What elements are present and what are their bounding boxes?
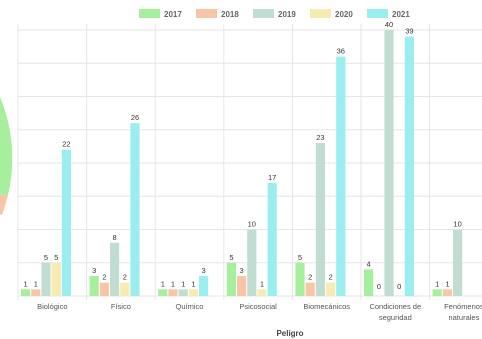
x-tick-label: naturales xyxy=(448,313,479,322)
x-tick-label: Biológico xyxy=(37,302,67,311)
value-label: 2 xyxy=(123,273,127,282)
value-label: 1 xyxy=(34,279,38,288)
legend-swatch-2020[interactable] xyxy=(310,9,331,18)
value-label: 2 xyxy=(308,273,312,282)
x-tick-label: Químico xyxy=(176,302,204,311)
bar-2019 xyxy=(453,229,463,296)
value-label: 3 xyxy=(202,266,206,275)
value-label: 1 xyxy=(171,279,175,288)
value-label: 4 xyxy=(367,259,371,268)
pie-slice-green xyxy=(0,96,13,195)
legend-swatch-2019[interactable] xyxy=(253,9,274,18)
value-label: 1 xyxy=(435,279,439,288)
bar-2021 xyxy=(267,182,277,296)
value-label: 0 xyxy=(377,282,381,291)
value-label: 1 xyxy=(191,279,195,288)
bar-2018 xyxy=(442,289,452,296)
value-label: 1 xyxy=(445,279,449,288)
value-label: 36 xyxy=(337,47,345,56)
bar-2021 xyxy=(130,123,140,296)
legend-swatch-2017[interactable] xyxy=(139,9,160,18)
value-label: 5 xyxy=(54,253,58,262)
value-label: 1 xyxy=(181,279,185,288)
bar-2019 xyxy=(110,242,120,296)
legend-label-2019[interactable]: 2019 xyxy=(278,10,296,19)
legend-label-2021[interactable]: 2021 xyxy=(392,10,410,19)
bar-2018 xyxy=(237,276,247,296)
value-label: 5 xyxy=(298,253,302,262)
bar-2019 xyxy=(384,30,394,296)
chart-x-tick-labels: Biológico Físico Químico Psicosocial Biomecá… xyxy=(37,302,482,322)
value-label: 22 xyxy=(62,140,70,149)
value-label: 26 xyxy=(131,113,139,122)
x-tick-label: Psicosocial xyxy=(239,302,277,311)
legend-label-2018[interactable]: 2018 xyxy=(221,10,239,19)
bar-2021 xyxy=(336,56,346,296)
value-label: 1 xyxy=(260,279,264,288)
bar-2020 xyxy=(257,289,267,296)
legend-label-2017[interactable]: 2017 xyxy=(164,10,182,19)
value-label: 10 xyxy=(248,220,256,229)
bar-2019 xyxy=(315,143,325,296)
bar-2019 xyxy=(247,229,257,296)
chart-legend: 2017 2018 2019 2020 2021 xyxy=(139,9,410,19)
bar-2021 xyxy=(199,276,209,296)
value-label: 2 xyxy=(329,273,333,282)
value-label: 39 xyxy=(405,27,413,36)
legend-swatch-2021[interactable] xyxy=(367,9,388,18)
legend-label-2020[interactable]: 2020 xyxy=(335,10,353,19)
value-label: 3 xyxy=(240,266,244,275)
bar-2017 xyxy=(295,262,305,296)
bar-2020 xyxy=(51,262,61,296)
bar-2020 xyxy=(120,282,130,296)
bar-2020 xyxy=(326,282,336,296)
bar-2020 xyxy=(188,289,198,296)
bar-2021 xyxy=(61,149,71,296)
value-label: 40 xyxy=(385,20,393,29)
value-label: 3 xyxy=(92,266,96,275)
x-tick-label: Condiciones de xyxy=(369,302,421,311)
x-axis-title: Peligro xyxy=(276,329,303,338)
value-label: 5 xyxy=(229,253,233,262)
value-label: 8 xyxy=(113,233,117,242)
x-tick-label: seguridad xyxy=(379,313,412,322)
x-tick-label: Físico xyxy=(111,302,131,311)
chart-bars xyxy=(21,30,463,297)
bar-2017 xyxy=(89,276,99,296)
pie-slice-orange xyxy=(0,194,8,215)
legend-swatch-2018[interactable] xyxy=(196,9,217,18)
bar-2021 xyxy=(404,36,414,297)
bar-2018 xyxy=(99,282,109,296)
bar-2019 xyxy=(178,289,188,296)
bar-2018 xyxy=(168,289,178,296)
bar-2018 xyxy=(305,282,315,296)
value-label: 1 xyxy=(161,279,165,288)
bar-2019 xyxy=(41,262,51,296)
x-tick-label: Biomecánicos xyxy=(303,302,350,311)
value-label: 17 xyxy=(268,173,276,182)
bar-2017 xyxy=(21,289,31,296)
value-label: 5 xyxy=(44,253,48,262)
bar-2018 xyxy=(31,289,41,296)
value-label: 0 xyxy=(397,282,401,291)
bar-2017 xyxy=(364,269,374,296)
bar-2017 xyxy=(226,262,236,296)
x-tick-label: Fenómenos xyxy=(444,302,482,311)
value-label: 10 xyxy=(453,220,461,229)
value-label: 2 xyxy=(102,273,106,282)
bar-2017 xyxy=(432,289,442,296)
value-label: 1 xyxy=(24,279,28,288)
value-label: 23 xyxy=(316,133,324,142)
bar-2017 xyxy=(158,289,168,296)
